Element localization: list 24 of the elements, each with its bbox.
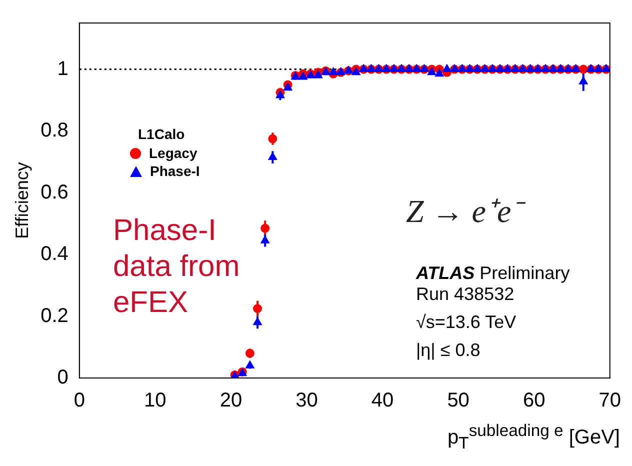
y-tick-label: 0	[57, 366, 68, 389]
y-tick-label: 0.2	[40, 304, 68, 327]
y-tick-label: 0.6	[40, 181, 68, 204]
annotation: √s=13.6 TeV	[416, 312, 516, 333]
x-tick-label: 10	[144, 390, 166, 412]
x-axis-title: p$_{T}$$^{subleading e}$ [GeV]	[448, 421, 620, 454]
x-tick-label: 60	[522, 390, 546, 412]
y-axis-title: Efficiency	[12, 162, 32, 239]
legend-label: Phase-I	[150, 162, 200, 180]
x-tick-label: 30	[296, 390, 318, 412]
annotation: Run 438532	[416, 284, 514, 305]
x-tick-label: 50	[447, 390, 470, 412]
x-tick-label: 0	[74, 390, 85, 412]
y-tick-label: 0.8	[40, 120, 68, 142]
x-tick-label: 70	[598, 390, 621, 412]
legend-label: Legacy	[149, 144, 198, 162]
x-tick-label: 40	[371, 390, 394, 412]
annotation: Phase-I data from eFEX	[113, 213, 241, 321]
legend-title: L1Calo	[138, 126, 186, 142]
x-tick-label: 20	[220, 390, 242, 412]
y-tick-label: 1	[57, 58, 68, 80]
annotation: |η| ≤ 0.8	[416, 340, 480, 361]
y-tick-label: 0.4	[40, 243, 68, 266]
annotation: ATLAS Preliminary	[416, 263, 570, 284]
